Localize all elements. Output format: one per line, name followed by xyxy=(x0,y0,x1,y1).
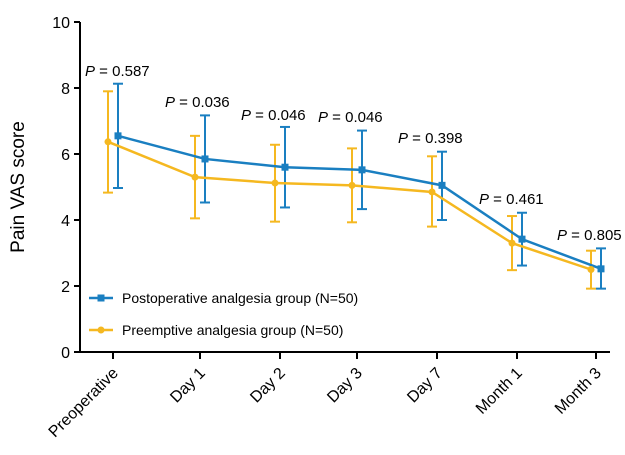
data-point xyxy=(201,155,209,163)
x-tick-label: Day 1 xyxy=(167,365,209,407)
x-tick-label: Preoperative xyxy=(46,365,122,441)
data-point xyxy=(438,181,446,189)
data-point xyxy=(271,179,279,187)
legend-entry-label: Postoperative analgesia group (N=50) xyxy=(122,290,358,306)
y-tick-label: 0 xyxy=(61,345,70,362)
x-tick-label: Month 1 xyxy=(473,365,526,418)
y-tick-label: 2 xyxy=(61,279,70,296)
data-point xyxy=(508,239,516,247)
series-markers xyxy=(104,132,605,273)
legend-entry-label: Preemptive analgesia group (N=50) xyxy=(122,322,343,338)
legend-swatch-marker xyxy=(97,294,105,302)
x-tick-label: Day 3 xyxy=(324,365,366,407)
x-tick-label: Month 3 xyxy=(552,365,605,418)
y-tick-label: 4 xyxy=(61,213,70,230)
data-point xyxy=(281,163,289,171)
y-tick-label: 10 xyxy=(52,15,70,32)
legend: Postoperative analgesia group (N=50) Pree… xyxy=(89,290,358,338)
p-value-label: P = 0.398 xyxy=(398,130,463,147)
y-tick-label: 6 xyxy=(61,147,70,164)
data-point xyxy=(348,181,356,189)
y-tick-label: 8 xyxy=(61,81,70,98)
p-value-label: P = 0.036 xyxy=(165,94,230,111)
p-value-label: P = 0.461 xyxy=(479,191,544,208)
p-value-label: P = 0.046 xyxy=(318,109,383,126)
p-value-label: P = 0.587 xyxy=(85,63,150,80)
x-tick-label: Day 7 xyxy=(404,365,446,407)
data-point xyxy=(597,265,605,273)
data-point xyxy=(428,188,436,196)
data-point xyxy=(358,166,366,174)
data-point xyxy=(587,266,595,273)
p-value-annotations: P = 0.587 P = 0.036 P = 0.046 P = 0.046 P = … xyxy=(85,63,622,244)
data-point xyxy=(518,235,526,243)
p-value-label: P = 0.805 xyxy=(557,227,622,244)
data-point xyxy=(114,132,122,140)
data-point xyxy=(191,173,199,181)
data-point xyxy=(104,138,112,146)
x-tick-label: Day 2 xyxy=(247,365,289,407)
p-value-label: P = 0.046 xyxy=(241,107,306,124)
legend-swatch-marker xyxy=(97,326,105,334)
y-axis-label: Pain VAS score xyxy=(8,121,29,253)
